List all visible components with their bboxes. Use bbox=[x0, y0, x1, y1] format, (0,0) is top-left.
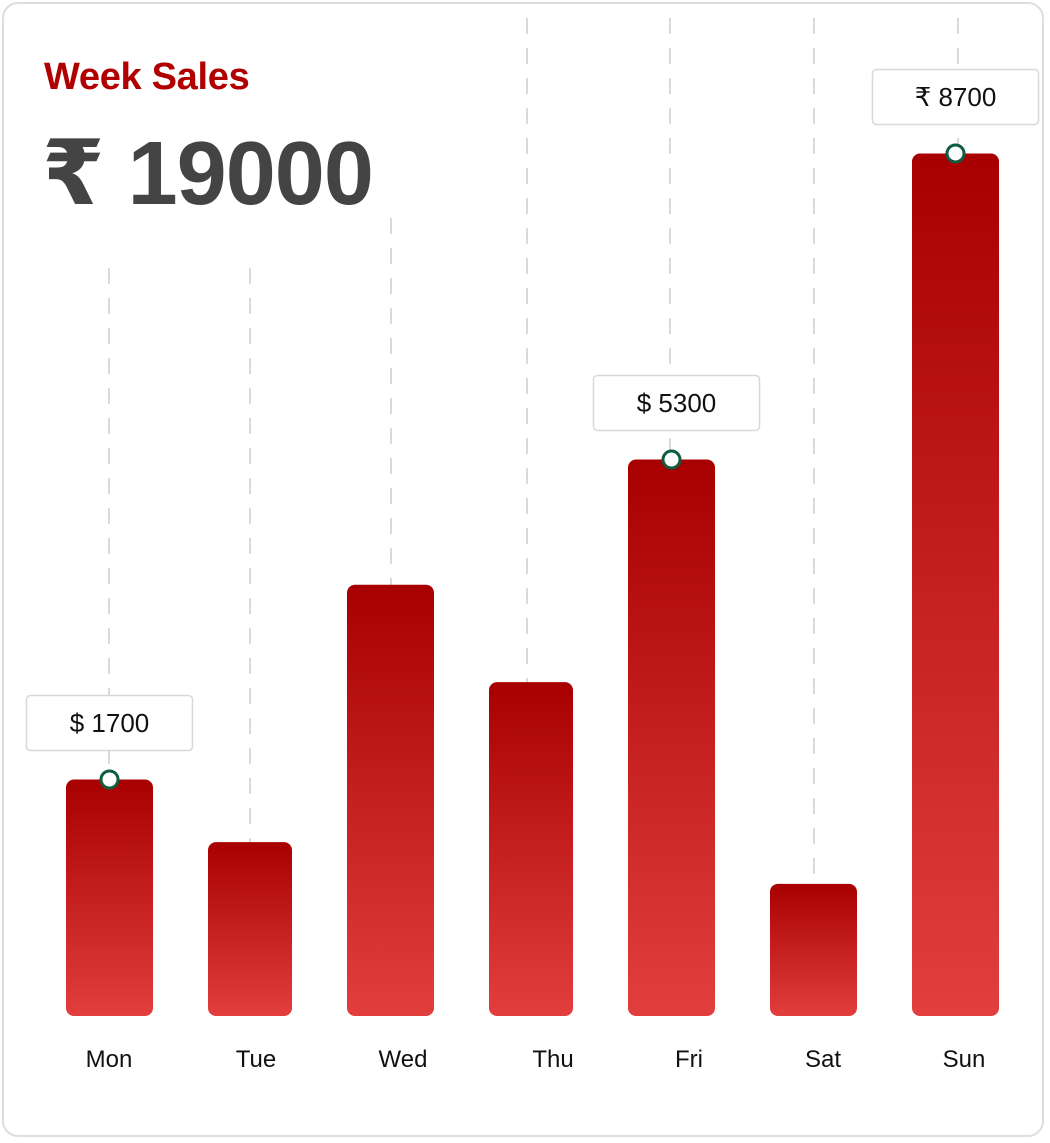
tooltip-sun: ₹ 8700 bbox=[871, 68, 1040, 164]
marker-fri[interactable] bbox=[661, 449, 682, 470]
x-axis-labels: Mon Tue Wed Thu Fri Sat Sun bbox=[86, 1046, 986, 1073]
value-tooltips: $ 1700 $ 5300 ₹ 8700 bbox=[25, 68, 1040, 790]
tooltip-box bbox=[25, 694, 194, 752]
chart-title: Week Sales bbox=[44, 56, 250, 98]
x-label-sat: Sat bbox=[805, 1046, 841, 1073]
bar-sat[interactable] bbox=[770, 883, 857, 1016]
tooltip-box bbox=[592, 374, 761, 432]
bar-fri[interactable] bbox=[628, 459, 715, 1016]
x-label-wed: Wed bbox=[379, 1046, 428, 1073]
marker-sun[interactable] bbox=[945, 143, 966, 164]
bar-sun[interactable] bbox=[912, 153, 999, 1016]
tooltip-label: $ 1700 bbox=[70, 708, 150, 738]
bar-mon[interactable] bbox=[66, 779, 153, 1017]
tooltip-fri: $ 5300 bbox=[592, 374, 761, 470]
x-label-sun: Sun bbox=[943, 1046, 986, 1073]
bar-tue[interactable] bbox=[208, 842, 292, 1016]
x-label-fri: Fri bbox=[675, 1046, 703, 1073]
x-label-mon: Mon bbox=[86, 1046, 133, 1073]
tooltip-label: $ 5300 bbox=[637, 388, 717, 418]
x-label-thu: Thu bbox=[532, 1046, 573, 1073]
total-sales-value: ₹ 19000 bbox=[42, 124, 374, 224]
bars bbox=[66, 153, 999, 1016]
x-label-tue: Tue bbox=[236, 1046, 276, 1073]
marker-mon[interactable] bbox=[99, 769, 120, 790]
tooltip-mon: $ 1700 bbox=[25, 694, 194, 790]
tooltip-label: ₹ 8700 bbox=[915, 82, 997, 112]
tooltip-box bbox=[871, 68, 1040, 126]
bar-wed[interactable] bbox=[347, 584, 434, 1016]
bar-thu[interactable] bbox=[489, 682, 573, 1016]
